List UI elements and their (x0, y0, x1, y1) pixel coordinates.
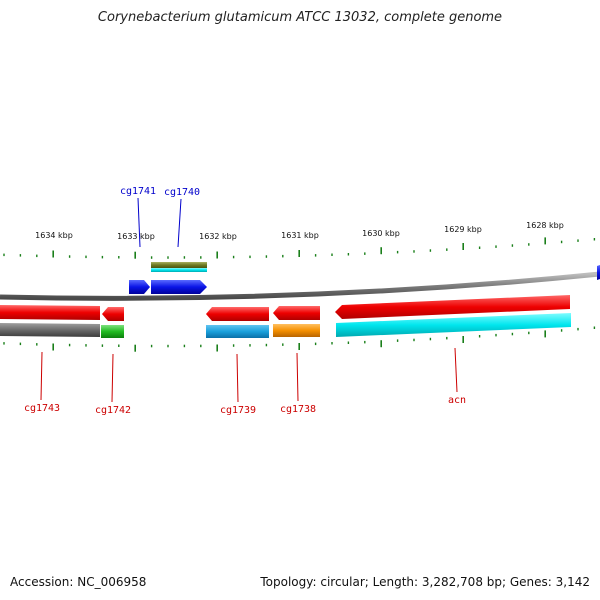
accession-text: Accession: NC_006958 (10, 575, 147, 589)
topology-text: Topology: circular; Length: 3,282,708 bp… (260, 575, 590, 589)
gene-label-cg1740[interactable]: cg1740 (164, 187, 200, 198)
genome-backbone (0, 271, 600, 301)
cds-acn[interactable] (335, 295, 570, 319)
scale-label-1631: 1631 kbp (281, 231, 319, 240)
gene-label-cg1741[interactable]: cg1741 (120, 186, 156, 197)
feature-strip-cyan (151, 268, 207, 272)
cds-cg1739[interactable] (206, 307, 269, 321)
feature-strip-aqua (336, 313, 571, 337)
scale-label-1628: 1628 kbp (526, 221, 564, 230)
leader-cg1742 (111, 353, 114, 403)
cds-cg1742[interactable] (102, 307, 124, 321)
leader-cg1741 (137, 197, 141, 248)
reverse-gene-labels: cg1743 cg1742 cg1739 cg1738 acn (24, 347, 466, 416)
reverse-cds-track (0, 295, 570, 321)
cds-cg1743[interactable] (0, 305, 100, 320)
scale-label-1630: 1630 kbp (362, 229, 400, 238)
genome-title: Corynebacterium glutamicum ATCC 13032, c… (97, 10, 503, 25)
forward-gene-labels: cg1741 cg1740 (120, 186, 200, 248)
cds-offscreen-right (597, 265, 600, 280)
forward-feature-strips (151, 262, 207, 272)
cds-cg1740[interactable] (151, 280, 207, 294)
gene-label-cg1739[interactable]: cg1739 (220, 405, 256, 416)
leader-cg1743 (40, 351, 43, 401)
feature-strip-green (101, 325, 124, 338)
scale-labels: 1634 kbp 1633 kbp 1632 kbp 1631 kbp 1630… (35, 221, 564, 241)
leader-cg1738 (296, 352, 299, 402)
feature-strip-olive (151, 262, 207, 268)
scale-ticks (3, 237, 596, 352)
scale-label-1634: 1634 kbp (35, 231, 73, 240)
cds-cg1738[interactable] (273, 306, 320, 320)
leader-cg1740 (177, 198, 182, 248)
scale-label-1633: 1633 kbp (117, 232, 155, 241)
cds-cg1741[interactable] (129, 280, 150, 294)
gene-label-cg1742[interactable]: cg1742 (95, 405, 131, 416)
feature-strip-orange (273, 324, 320, 337)
forward-cds-track (129, 265, 600, 294)
scale-label-1632: 1632 kbp (199, 232, 237, 241)
gene-label-cg1738[interactable]: cg1738 (280, 404, 316, 415)
leader-acn (454, 347, 458, 393)
feature-strip-gray (0, 323, 100, 337)
leader-cg1739 (236, 353, 239, 403)
gene-label-acn[interactable]: acn (448, 395, 466, 406)
reverse-feature-strips (0, 313, 571, 338)
scale-label-1629: 1629 kbp (444, 225, 482, 234)
feature-strip-sky (206, 325, 269, 338)
gene-label-cg1743[interactable]: cg1743 (24, 403, 60, 414)
